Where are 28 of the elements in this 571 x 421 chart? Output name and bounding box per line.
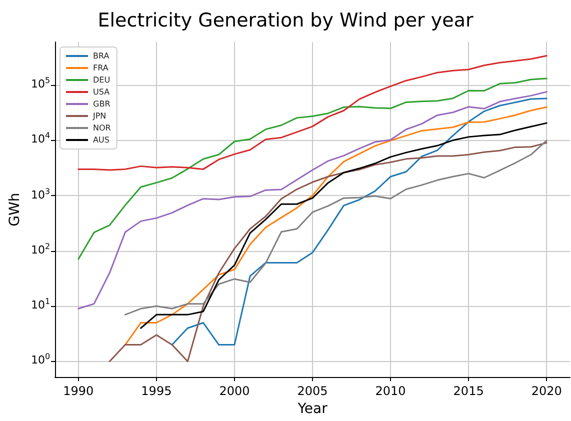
x-tick-label: 2000 <box>219 384 250 398</box>
x-tick-label: 2020 <box>531 384 562 398</box>
legend-label: JPN <box>92 112 106 120</box>
line-series <box>108 142 548 362</box>
line-series <box>124 140 548 316</box>
line-series <box>140 122 548 329</box>
x-tick-label: 1990 <box>63 384 94 398</box>
y-tick-label: 10$^{4}$ <box>31 130 50 146</box>
x-axis-title: Year <box>296 401 328 417</box>
legend-label: GBR <box>93 100 111 108</box>
legend-label: BRA <box>93 52 110 60</box>
legend-label: USA <box>93 88 110 96</box>
x-tick-label: 2005 <box>297 384 328 398</box>
x-tick-label: 1995 <box>141 384 172 398</box>
x-tick-label: 2015 <box>453 384 484 398</box>
y-tick-label: 10$^{1}$ <box>31 296 50 312</box>
y-axis-title: GWh <box>7 192 23 226</box>
x-tick-label: 2010 <box>375 384 406 398</box>
legend-label: DEU <box>93 76 110 84</box>
chart-title: Electricity Generation by Wind per year <box>98 10 474 32</box>
y-tick-label: 10$^{3}$ <box>31 186 50 202</box>
legend-label: AUS <box>93 136 110 144</box>
y-tick-label: 10$^{2}$ <box>31 240 50 256</box>
y-tick-label: 10$^{5}$ <box>31 75 50 91</box>
legend-label: NOR <box>93 124 112 132</box>
line-series <box>78 78 548 260</box>
legend-label: FRA <box>93 64 109 72</box>
y-tick-label: 10$^{0}$ <box>31 351 50 368</box>
